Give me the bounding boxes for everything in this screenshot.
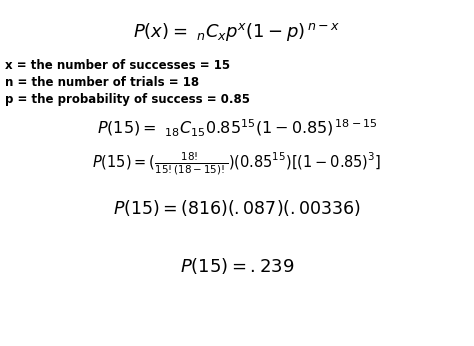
Text: x = the number of successes = 15: x = the number of successes = 15 <box>5 59 230 72</box>
Text: $P(x) = \ _{n}C_{x}p^{x}(1-p)^{\,n-x}$: $P(x) = \ _{n}C_{x}p^{x}(1-p)^{\,n-x}$ <box>133 21 341 43</box>
Text: $P(15) = \ _{18}C_{15}0.85^{15}(1 - 0.85)^{\,18-15}$: $P(15) = \ _{18}C_{15}0.85^{15}(1 - 0.85… <box>97 118 377 139</box>
Text: n = the number of trials = 18: n = the number of trials = 18 <box>5 76 199 89</box>
Text: $P(15) = .239$: $P(15) = .239$ <box>180 256 294 276</box>
Text: $P(15) = (816)(.087)(.00336)$: $P(15) = (816)(.087)(.00336)$ <box>113 198 361 218</box>
Text: p = the probability of success = 0.85: p = the probability of success = 0.85 <box>5 93 250 106</box>
Text: $P(15) = (\frac{18!}{15!(18-15)!})(0.85^{15})[(1 - 0.85)^{3}]$: $P(15) = (\frac{18!}{15!(18-15)!})(0.85^… <box>92 151 382 177</box>
